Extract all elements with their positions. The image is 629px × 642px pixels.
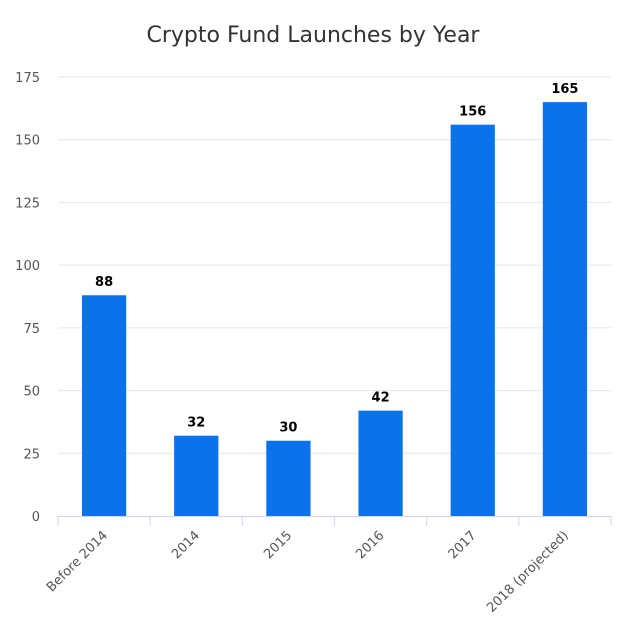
chart-title: Crypto Fund Launches by Year	[147, 23, 481, 48]
bar	[266, 440, 311, 516]
bar-value-label: 165	[551, 82, 578, 97]
x-tick-label: 2015	[261, 528, 295, 562]
bar-value-label: 156	[459, 105, 486, 120]
bar	[450, 124, 495, 517]
x-tick-label: 2017	[446, 528, 480, 562]
bars	[81, 102, 588, 517]
bar-value-label: 42	[372, 391, 390, 406]
bar-value-label: 32	[187, 416, 205, 431]
y-tick-label: 125	[15, 196, 40, 211]
x-tick-label: 2018 (projected)	[484, 528, 571, 615]
gridlines	[58, 76, 611, 454]
bar-value-label: 88	[95, 275, 113, 290]
bar	[542, 102, 588, 516]
x-tick-label: Before 2014	[44, 528, 111, 595]
y-tick-label: 150	[15, 134, 40, 149]
data-labels: 88 32 30 42 156 165	[95, 82, 578, 436]
y-tick-label: 50	[23, 385, 40, 400]
x-tick-label: 2014	[169, 528, 203, 562]
y-tick-label: 175	[15, 71, 40, 86]
bar	[174, 435, 219, 516]
y-tick-label: 75	[23, 322, 40, 337]
y-tick-label: 25	[23, 447, 40, 462]
x-tick-label: 2016	[353, 528, 387, 562]
y-tick-label: 100	[15, 259, 40, 274]
x-axis: Before 2014 2014 2015 2016 2017 2018 (project…	[44, 516, 612, 616]
bar-value-label: 30	[279, 421, 297, 436]
bar	[358, 410, 403, 516]
bar	[81, 295, 127, 516]
y-tick-label: 0	[32, 510, 40, 525]
y-axis-ticks: 0 25 50 75 100 125 150 175	[15, 71, 40, 525]
